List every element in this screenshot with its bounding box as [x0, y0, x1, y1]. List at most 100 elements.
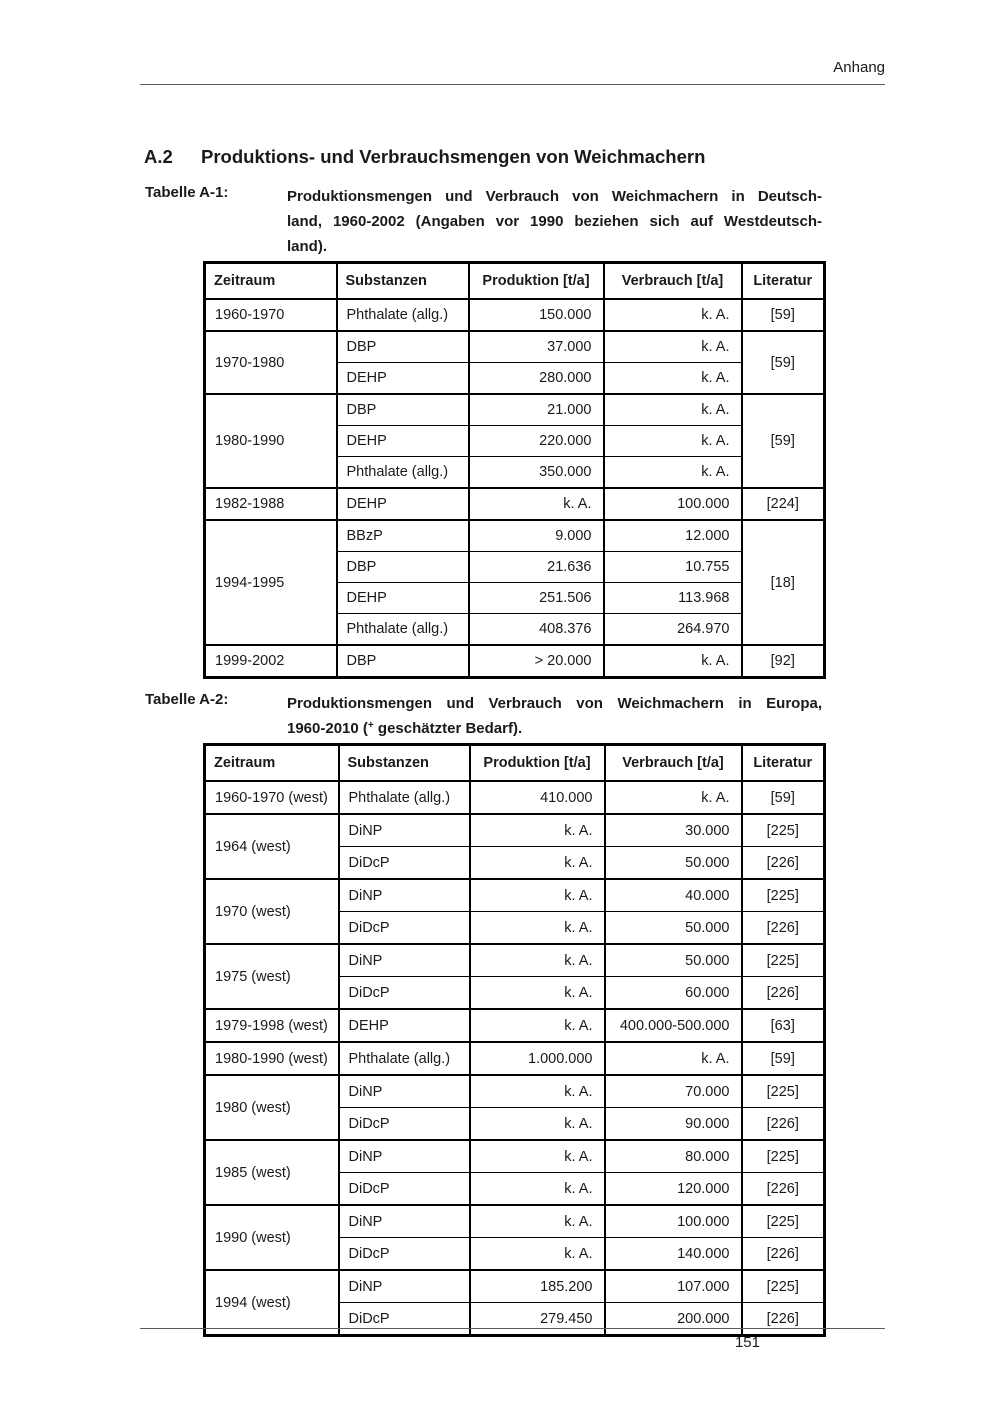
consumption-cell: k. A.: [602, 393, 743, 426]
caption-line: Produktionsmengen und Verbrauch von Weic…: [287, 188, 822, 205]
table-row: 1960-1970 Phthalate (allg.) 150.000 k. A. [5…: [203, 298, 826, 331]
production-cell: k. A.: [467, 487, 605, 520]
literature-cell: [225]: [740, 1204, 826, 1238]
period-cell: 1964 (west): [203, 813, 340, 879]
literature-cell: [59]: [740, 330, 826, 394]
production-cell: k. A.: [468, 1237, 606, 1270]
table-row: 1982-1988 DEHP k. A. 100.000 [224]: [203, 487, 826, 520]
literature-cell: [225]: [740, 1269, 826, 1303]
table-row: 1990 (west) DiNP k. A. 100.000 [225]: [203, 1204, 826, 1270]
substance-cell: DEHP: [335, 425, 470, 457]
production-cell: k. A.: [468, 1074, 606, 1108]
footer-rule: [140, 1328, 885, 1329]
consumption-cell: 40.000: [603, 878, 743, 912]
header-row: Zeitraum Substanzen Produktion [t/a] Verbra…: [203, 261, 826, 300]
column-header: Verbrauch [t/a]: [603, 743, 743, 782]
substance-cell: DBP: [335, 551, 470, 583]
consumption-cell: 50.000: [603, 911, 743, 944]
substance-cell: DiDcP: [337, 1302, 471, 1336]
consumption-cell: 400.000-500.000: [603, 1008, 743, 1042]
table-row: 1985 (west) DiNP k. A. 80.000 [225]: [203, 1139, 826, 1205]
literature-cell: [225]: [740, 878, 826, 912]
table-row: 1964 (west) DiNP k. A. 30.000 [225]: [203, 813, 826, 879]
substance-cell: DiNP: [337, 878, 471, 912]
caption-line: Produktionsmengen und Verbrauch von Weic…: [287, 695, 822, 712]
production-cell: 408.376: [467, 613, 605, 645]
substance-cell: DBP: [335, 644, 470, 678]
period-cell: 1970-1980: [203, 330, 338, 394]
production-cell: 279.450: [468, 1302, 606, 1336]
table-row: 1979-1998 (west) DEHP k. A. 400.000-500.000…: [203, 1008, 826, 1042]
table-row: DEHP 251.506 113.968: [205, 582, 825, 614]
table-row: DiDcP k. A. 50.000 [226]: [205, 911, 826, 944]
column-header: Literatur: [740, 743, 826, 782]
table-row: 1960-1970 (west) Phthalate (allg.) 410.000…: [203, 780, 826, 814]
caption-line: 1960-2010 (+ geschätzter Bedarf).: [287, 716, 822, 743]
period-cell: 1960-1970 (west): [203, 780, 340, 814]
consumption-cell: 200.000: [603, 1302, 743, 1336]
period-cell: 1990 (west): [203, 1204, 340, 1270]
consumption-cell: 90.000: [603, 1107, 743, 1140]
table-row: 1980 (west) DiNP k. A. 70.000 [225]: [203, 1074, 826, 1140]
table-row: DiDcP k. A. 140.000 [226]: [205, 1237, 826, 1270]
production-cell: 9.000: [467, 519, 605, 552]
table-row: 1980-1990 DBP 21.000 k. A. [59]: [203, 393, 826, 488]
literature-cell: [225]: [740, 1139, 826, 1173]
substance-cell: DiNP: [337, 1139, 471, 1173]
consumption-cell: 50.000: [603, 943, 743, 977]
table-a1-caption-text: Produktionsmengen und Verbrauch von Weic…: [287, 184, 822, 259]
production-cell: k. A.: [468, 1008, 606, 1042]
production-cell: k. A.: [468, 813, 606, 847]
literature-cell: [225]: [740, 943, 826, 977]
production-cell: 1.000.000: [468, 1041, 606, 1075]
consumption-cell: k. A.: [602, 362, 743, 394]
production-cell: > 20.000: [467, 644, 605, 678]
substance-cell: DiDcP: [337, 1172, 471, 1205]
period-cell: 1960-1970: [203, 298, 338, 331]
table-row: DiDcP 279.450 200.000 [226]: [205, 1302, 826, 1336]
section-title: Produktions- und Verbrauchsmengen von We…: [201, 146, 706, 167]
caption-line2-pre: 1960-2010 (: [287, 720, 368, 737]
consumption-cell: 80.000: [603, 1139, 743, 1173]
literature-cell: [18]: [740, 519, 826, 645]
production-cell: 350.000: [467, 456, 605, 488]
period-cell: 1980-1990: [203, 393, 338, 488]
substance-cell: DBP: [335, 330, 470, 363]
table-a2-caption-text: Produktionsmengen und Verbrauch von Weic…: [287, 691, 822, 743]
literature-cell: [59]: [740, 780, 826, 814]
table-row: 1970-1980 DBP 37.000 k. A. [59]: [203, 330, 826, 394]
table-a1-caption: Tabelle A-1: Produktionsmengen und Verbr…: [145, 184, 822, 259]
literature-cell: [226]: [740, 1237, 826, 1270]
production-cell: 220.000: [467, 425, 605, 457]
consumption-cell: k. A.: [602, 425, 743, 457]
period-cell: 1979-1998 (west): [203, 1008, 340, 1042]
literature-cell: [225]: [740, 1074, 826, 1108]
literature-cell: [92]: [740, 644, 826, 678]
table-row: 1975 (west) DiNP k. A. 50.000 [225]: [203, 943, 826, 1009]
substance-cell: DEHP: [335, 362, 470, 394]
column-header: Substanzen: [337, 743, 471, 782]
literature-cell: [63]: [740, 1008, 826, 1042]
table-a1-caption-label: Tabelle A-1:: [145, 184, 229, 201]
table-row: DEHP 220.000 k. A.: [205, 425, 825, 457]
substance-cell: Phthalate (allg.): [335, 298, 470, 331]
period-cell: 1994 (west): [203, 1269, 340, 1336]
consumption-cell: 60.000: [603, 976, 743, 1009]
period-cell: 1999-2002: [203, 644, 338, 678]
consumption-cell: 50.000: [603, 846, 743, 879]
production-cell: k. A.: [468, 878, 606, 912]
section-heading: A.2 Produktions- und Verbrauchsmengen vo…: [144, 146, 705, 168]
substance-cell: DiDcP: [337, 846, 471, 879]
consumption-cell: 12.000: [602, 519, 743, 552]
substance-cell: DiNP: [337, 1074, 471, 1108]
production-cell: 21.636: [467, 551, 605, 583]
table-row: DBP 21.636 10.755: [205, 551, 825, 583]
consumption-cell: k. A.: [602, 456, 743, 488]
table-a2-caption-label: Tabelle A-2:: [145, 691, 229, 708]
literature-cell: [226]: [740, 1302, 826, 1336]
period-cell: 1985 (west): [203, 1139, 340, 1205]
substance-cell: DiNP: [337, 813, 471, 847]
production-cell: k. A.: [468, 1172, 606, 1205]
substance-cell: DiDcP: [337, 1107, 471, 1140]
